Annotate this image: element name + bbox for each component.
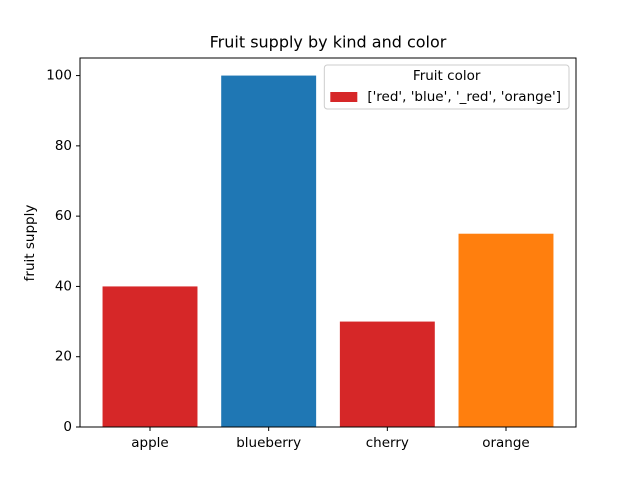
chart-title: Fruit supply by kind and color <box>210 33 447 52</box>
y-tick-label: 0 <box>63 419 72 435</box>
legend-swatch <box>330 92 358 102</box>
x-tick-label: orange <box>482 435 530 451</box>
y-tick-label: 60 <box>55 208 72 224</box>
y-axis-label: fruit supply <box>22 205 38 282</box>
bar <box>339 321 435 427</box>
legend: Fruit color ['red', 'blue', '_red', 'oran… <box>323 64 570 110</box>
x-tick-label: apple <box>131 435 168 451</box>
legend-box <box>323 64 570 110</box>
legend-title: Fruit color <box>413 68 481 84</box>
y-tick-label: 80 <box>55 138 72 154</box>
x-tick-label: cherry <box>366 435 409 451</box>
x-tick-label: blueberry <box>236 435 301 451</box>
bar <box>102 286 198 427</box>
bar <box>221 75 317 428</box>
bar <box>458 233 554 427</box>
plot-frame <box>79 57 577 428</box>
y-tick-label: 40 <box>55 278 72 294</box>
legend-label: ['red', 'blue', '_red', 'orange'] <box>367 89 561 105</box>
y-tick-label: 20 <box>55 349 72 365</box>
y-tick-label: 100 <box>46 68 72 84</box>
